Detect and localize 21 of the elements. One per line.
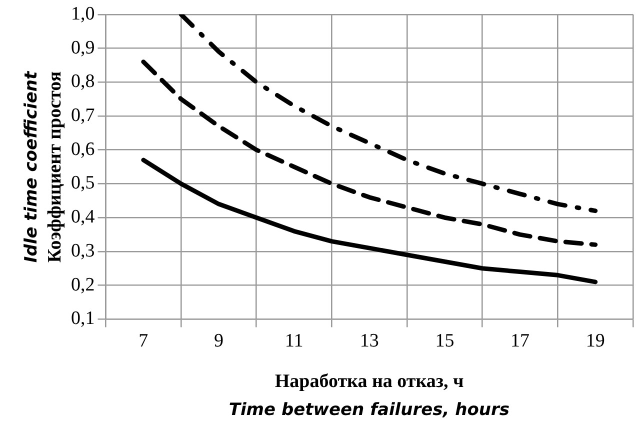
y-tick-label: 0,5 <box>71 172 95 194</box>
y-tick-label: 0,7 <box>71 104 95 126</box>
x-axis-title: Наработка на отказ, ч Time between failures, hours <box>228 371 510 420</box>
x-tick-label: 15 <box>435 330 454 352</box>
y-tick-label: 0,9 <box>71 37 95 58</box>
y-tick-label: 0,3 <box>71 240 95 262</box>
x-tick-label: 13 <box>360 330 379 352</box>
y-tick-label: 0,4 <box>71 206 96 228</box>
line-series <box>141 60 598 247</box>
y-axis-title: Коэффициент простоя Idle time coefficient <box>21 71 66 262</box>
x-tick-label: 11 <box>284 330 304 352</box>
y-tick-label: 0,8 <box>71 71 95 92</box>
y-tick-label: 0,2 <box>71 274 95 296</box>
line-series <box>178 14 598 214</box>
y-tick-label: 0,6 <box>71 138 95 160</box>
x-tick-label: 19 <box>586 330 605 352</box>
y-tick-label: 0,1 <box>71 308 95 330</box>
x-tick-label: 17 <box>510 330 530 352</box>
x-tick-label: 7 <box>138 330 148 352</box>
x-tick-label: 9 <box>214 330 224 352</box>
y-tick-label: 1,0 <box>71 3 95 24</box>
